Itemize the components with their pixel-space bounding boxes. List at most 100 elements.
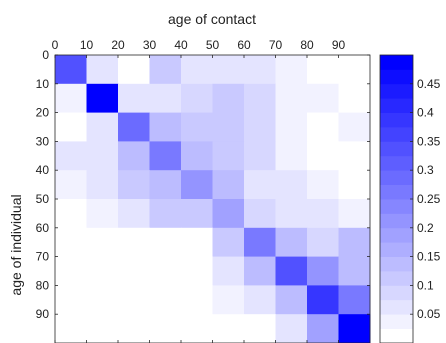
heatmap-cell	[86, 256, 119, 286]
heatmap-cell	[86, 83, 119, 114]
heatmap-cell	[212, 314, 245, 343]
y-tick-label: 80	[36, 278, 50, 292]
colorbar-level	[380, 69, 413, 85]
heatmap-cell	[275, 256, 308, 286]
heatmap-cell	[307, 285, 339, 315]
heatmap-cell	[55, 227, 87, 258]
y-tick-label: 70	[36, 250, 50, 264]
heatmap-cell	[212, 199, 245, 229]
colorbar-tick-label: 0.05	[417, 307, 441, 321]
colorbar-level	[380, 271, 413, 286]
colorbar-level	[380, 299, 413, 315]
heatmap-cell	[212, 285, 245, 315]
heatmap-cell	[118, 55, 150, 85]
heatmap-cell	[181, 227, 213, 258]
colorbar-tick-label: 0.3	[417, 163, 434, 177]
heatmap-cell	[338, 227, 371, 258]
heatmap-cell	[244, 314, 276, 343]
heatmap-cell	[86, 227, 119, 258]
colorbar-tick-label: 0.15	[417, 250, 441, 264]
heatmap-cell	[275, 170, 308, 200]
colorbar-level	[380, 213, 413, 229]
y-tick-label: 90	[36, 307, 50, 321]
heatmap-cell	[275, 112, 308, 142]
colorbar-level	[380, 184, 413, 200]
heatmap-cell	[55, 170, 87, 200]
heatmap-cell	[55, 199, 87, 229]
heatmap-cell	[181, 170, 213, 200]
x-tick-label: 0	[52, 38, 59, 52]
heatmap-cell	[307, 314, 339, 343]
heatmap-cell	[275, 199, 308, 229]
heatmap-cell	[338, 55, 371, 85]
colorbar-level	[380, 227, 413, 243]
heatmap-cell	[55, 83, 87, 114]
colorbar-level	[380, 112, 413, 128]
x-tick-label: 10	[80, 38, 94, 52]
heatmap-cell	[338, 199, 371, 229]
heatmap-cell	[55, 285, 87, 315]
colorbar-level	[380, 98, 413, 113]
heatmap-cell	[149, 83, 182, 114]
y-tick-label: 20	[36, 106, 50, 120]
heatmap-cell	[307, 55, 339, 85]
heatmap-cell	[307, 112, 339, 142]
heatmap-cell	[244, 170, 276, 200]
heatmap-cell	[149, 285, 182, 315]
colorbar	[380, 55, 413, 343]
heatmap-cell	[86, 55, 119, 85]
colorbar-level	[380, 141, 413, 157]
heatmap-cell	[149, 141, 182, 171]
heatmap-cell	[212, 170, 245, 200]
heatmap-cell	[275, 55, 308, 85]
y-tick-label: 60	[36, 221, 50, 235]
heatmap-cell	[244, 199, 276, 229]
x-tick-label: 40	[174, 38, 188, 52]
heatmap-cell	[338, 83, 371, 114]
heatmap-cell	[149, 314, 182, 343]
heatmap-cell	[86, 112, 119, 142]
heatmap-cell	[149, 227, 182, 258]
heatmap-cell	[307, 199, 339, 229]
heatmap-cell	[55, 141, 87, 171]
heatmap-cell	[307, 170, 339, 200]
colorbar-level	[380, 242, 413, 257]
heatmap-cell	[338, 112, 371, 142]
heatmap-cell	[181, 141, 213, 171]
heatmap-cell	[181, 285, 213, 315]
colorbar-tick-label: 0.25	[417, 192, 441, 206]
heatmap-cell	[212, 112, 245, 142]
colorbar-tick-label: 0.2	[417, 221, 434, 235]
heatmap-cell	[55, 112, 87, 142]
heatmap-cell	[181, 83, 213, 114]
heatmap-cell	[307, 83, 339, 114]
heatmap-cell	[275, 141, 308, 171]
heatmap-cell	[244, 83, 276, 114]
heatmap-cell	[244, 227, 276, 258]
colorbar-level	[380, 83, 413, 99]
colorbar-tick-label: 0.4	[417, 106, 434, 120]
heatmap-cell	[55, 55, 87, 85]
heatmap-cell	[338, 256, 371, 286]
heatmap-cell	[307, 256, 339, 286]
heatmap-cell	[244, 256, 276, 286]
heatmap-cell	[181, 199, 213, 229]
heatmap-cell	[118, 199, 150, 229]
heatmap-cell	[118, 227, 150, 258]
y-tick-label: 0	[42, 48, 49, 62]
heatmap-cell	[118, 170, 150, 200]
heatmap-cell	[338, 141, 371, 171]
heatmap-cell	[244, 112, 276, 142]
heatmap-cell	[86, 314, 119, 343]
heatmap-cell	[338, 170, 371, 200]
colorbar-level	[380, 55, 413, 70]
x-tick-label: 30	[143, 38, 157, 52]
y-tick-label: 40	[36, 163, 50, 177]
colorbar-level	[380, 170, 413, 185]
heatmap-cell	[86, 141, 119, 171]
heatmap-cell	[149, 112, 182, 142]
heatmap-cell	[275, 83, 308, 114]
heatmap-cell	[212, 227, 245, 258]
heatmap-cell	[55, 256, 87, 286]
